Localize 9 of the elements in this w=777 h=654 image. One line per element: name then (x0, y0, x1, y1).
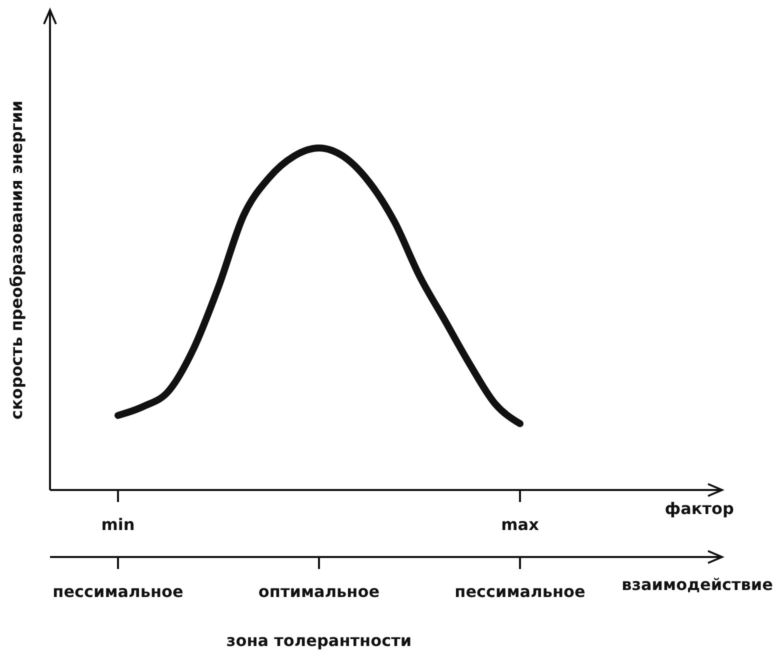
x2-axis-title: взаимодействие (622, 575, 774, 594)
y-axis-title: скорость преобразования энергии (7, 100, 26, 420)
text: оптимальное (258, 582, 380, 601)
text: пессимальное (454, 582, 586, 601)
text: фактор (664, 499, 734, 518)
text: пессимальное (52, 582, 184, 601)
x-tick-label: min (101, 515, 135, 534)
text: зона толерантности (226, 631, 412, 650)
x-tick-label: max (501, 515, 540, 534)
